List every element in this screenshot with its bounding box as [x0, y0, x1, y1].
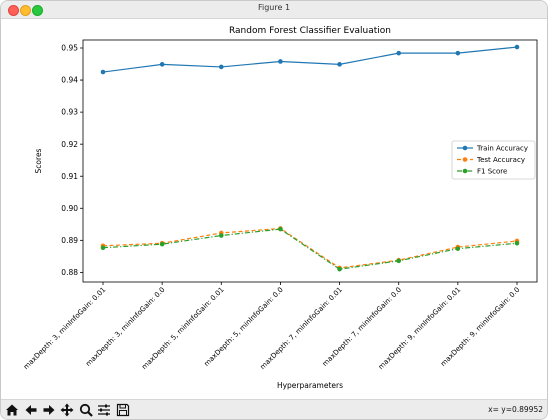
data-point [100, 245, 106, 251]
data-point [218, 64, 224, 70]
y-tick-label: 0.95 [61, 44, 78, 53]
data-point [218, 233, 224, 238]
title-bar: Figure 1 [1, 1, 547, 19]
y-axis: 0.88 0.89 0.90 0.91 0.92 0.93 0.94 0.95 [61, 44, 83, 277]
data-point [514, 44, 520, 50]
y-axis-label: Scores [34, 148, 43, 173]
legend-marker [462, 168, 468, 174]
series-line-1 [102, 46, 518, 73]
data-point [278, 59, 283, 64]
y-tick-label: 0.89 [61, 236, 78, 245]
legend-marker [462, 157, 468, 162]
data-point [455, 246, 461, 251]
series-line-2 [102, 227, 518, 269]
legend-box [451, 140, 536, 180]
y-tick-label: 0.94 [61, 76, 78, 85]
data-point [337, 266, 342, 272]
data-point [100, 69, 106, 75]
window-title: Figure 1 [257, 3, 291, 12]
data-point [514, 240, 520, 246]
cursor-coordinates: x= y=0.89952 [488, 405, 543, 414]
legend: Train Accuracy Test Accuracy F1 Score [451, 140, 536, 180]
data-point [337, 62, 342, 67]
plot-area [82, 39, 538, 283]
y-tick-label: 0.88 [61, 268, 78, 277]
legend-label: Train Accuracy [476, 145, 528, 153]
legend-marker [462, 145, 468, 151]
y-tick-label: 0.90 [61, 204, 78, 213]
legend-label: F1 Score [477, 168, 507, 176]
data-point [278, 226, 283, 232]
minimize-window-button[interactable] [20, 5, 31, 16]
legend-label: Test Accuracy [476, 156, 525, 164]
y-tick-label: 0.93 [61, 108, 78, 117]
chart-title: Random Forest Classifier Evaluation [229, 26, 391, 36]
data-point [396, 258, 402, 264]
x-axis-label: Hyperparameters [277, 381, 343, 390]
series-line-3 [102, 228, 518, 270]
home-icon[interactable] [4, 402, 20, 418]
save-icon[interactable] [115, 402, 131, 418]
zoom-icon[interactable] [78, 402, 94, 418]
configure-subplots-icon[interactable] [96, 402, 112, 418]
data-point [159, 241, 165, 247]
close-window-button[interactable] [8, 5, 19, 16]
data-point [455, 50, 461, 56]
maximize-window-button[interactable] [32, 5, 43, 16]
x-axis: maxDepth: 3, minInfoGain: 0.01maxDepth: … [22, 282, 521, 371]
y-tick-label: 0.91 [61, 172, 78, 181]
series-group [100, 44, 520, 272]
line-chart: Random Forest Classifier Evaluation 0.88… [22, 26, 538, 390]
figure-canvas[interactable]: Random Forest Classifier Evaluation 0.88… [1, 19, 547, 399]
data-point [396, 50, 402, 56]
forward-arrow-icon[interactable] [41, 402, 57, 418]
data-point [159, 62, 165, 67]
y-tick-label: 0.92 [61, 140, 78, 149]
pan-icon[interactable] [59, 402, 75, 418]
navigation-toolbar: x= y=0.89952 [1, 399, 547, 419]
back-arrow-icon[interactable] [23, 402, 39, 418]
